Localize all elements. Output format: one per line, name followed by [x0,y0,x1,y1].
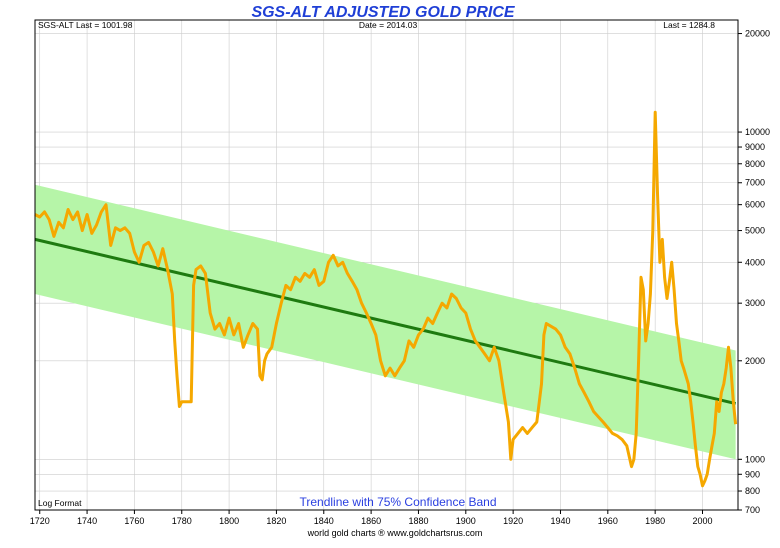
x-tick-label-1900: 1900 [456,516,476,526]
y-tick-label-10000: 10000 [745,127,770,137]
x-tick-label-1740: 1740 [77,516,97,526]
trendline [34,237,736,406]
header-left-label: SGS-ALT Last = 1001.98 [38,20,133,30]
y-tick-label-700: 700 [745,505,760,515]
source-label: world gold charts ® www.goldchartsrus.co… [307,528,483,538]
y-tick-label-1000: 1000 [745,454,765,464]
plot-frame [34,19,739,511]
x-tick-label-1980: 1980 [645,516,665,526]
y-tick-label-20000: 20000 [745,29,770,39]
header-right-label: Last = 1284.8 [663,20,715,30]
y-tick-label-800: 800 [745,486,760,496]
scale-note-label: Log Format [38,498,82,508]
gold-price-series-line [34,110,738,488]
x-tick-label-2000: 2000 [692,516,712,526]
x-tick-label-1940: 1940 [550,516,570,526]
y-tick-label-900: 900 [745,469,760,479]
x-tick-label-1920: 1920 [503,516,523,526]
x-tick-label-1720: 1720 [30,516,50,526]
chart-title: SGS-ALT ADJUSTED GOLD PRICE [251,4,515,21]
header-center-label: Date = 2014.03 [359,20,418,30]
y-axis-ticks: 700 800 900 1000 2000 3000 4000 5000 6000 7000 800… [738,29,770,515]
y-tick-label-5000: 5000 [745,226,765,236]
y-tick-label-7000: 7000 [745,178,765,188]
x-tick-label-1820: 1820 [266,516,286,526]
y-tick-label-4000: 4000 [745,257,765,267]
band-legend-label: Trendline with 75% Confidence Band [299,495,496,509]
x-tick-label-1800: 1800 [219,516,239,526]
y-tick-label-8000: 8000 [745,159,765,169]
x-tick-label-1860: 1860 [361,516,381,526]
x-tick-label-1960: 1960 [598,516,618,526]
x-tick-label-1780: 1780 [172,516,192,526]
x-tick-label-1880: 1880 [408,516,428,526]
x-tick-label-1760: 1760 [124,516,144,526]
y-tick-label-3000: 3000 [745,298,765,308]
y-tick-label-9000: 9000 [745,142,765,152]
y-tick-label-2000: 2000 [745,356,765,366]
x-axis-ticks: 1720 1740 1760 1780 1800 1820 1840 1860 1880 1900… [30,510,713,526]
x-tick-label-1840: 1840 [314,516,334,526]
y-tick-label-6000: 6000 [745,200,765,210]
